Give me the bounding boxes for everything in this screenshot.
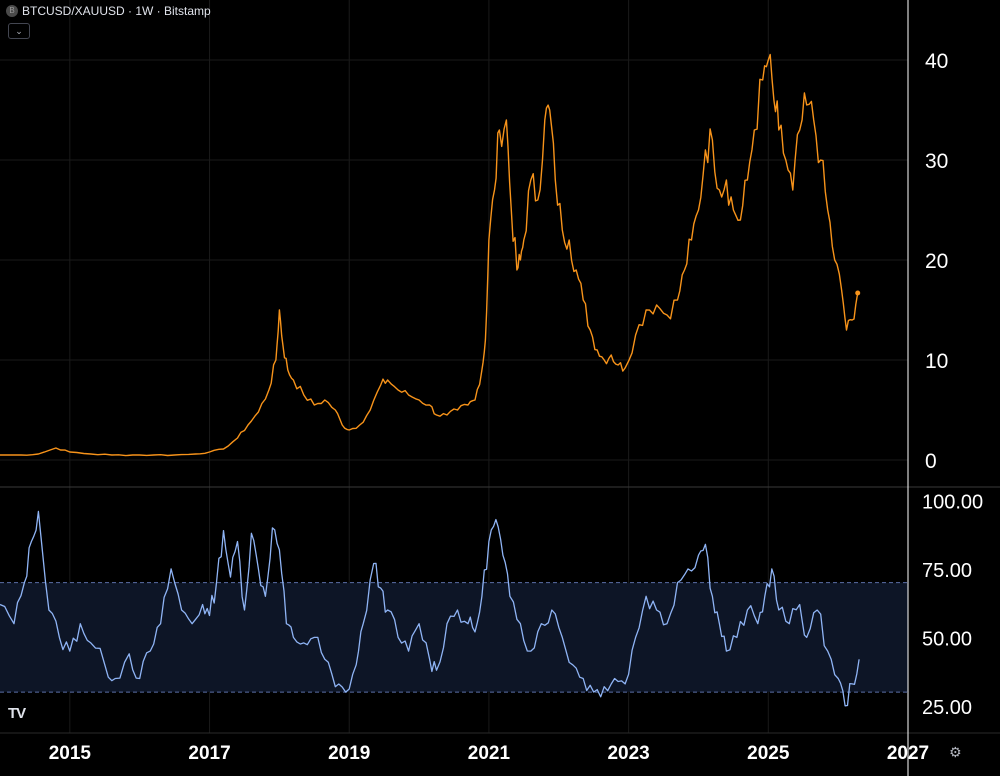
price-last-point[interactable] — [855, 290, 861, 296]
x-tick-label: 2023 — [607, 743, 649, 764]
time-axis[interactable]: 2015 2017 2019 2021 2023 2025 2027 — [49, 743, 929, 764]
price-series-line[interactable] — [0, 53, 859, 457]
rsi-pane[interactable] — [0, 510, 860, 707]
rsi-tick-label: 50.00 — [922, 628, 972, 650]
price-tick-label: 10 — [925, 350, 948, 373]
bitcoin-symbol-icon: B — [6, 5, 18, 17]
x-tick-label: 2021 — [468, 743, 511, 764]
rsi-series-line[interactable] — [0, 510, 860, 707]
chart-title[interactable]: BTCUSD/XAUUSD · 1W · Bitstamp — [22, 4, 211, 18]
price-tick-label: 40 — [925, 50, 948, 73]
price-tick-label: 20 — [925, 250, 948, 273]
chart-header[interactable]: B BTCUSD/XAUUSD · 1W · Bitstamp — [6, 4, 211, 18]
collapse-legend-button[interactable]: ⌄ — [8, 23, 30, 39]
x-tick-label: 2025 — [747, 743, 790, 764]
grid-lines — [0, 0, 909, 733]
tradingview-logo[interactable]: TV — [8, 705, 26, 722]
price-tick-label: 0 — [925, 450, 937, 473]
price-axis[interactable]: 0 10 20 30 40 — [925, 50, 948, 473]
x-tick-label: 2019 — [328, 743, 370, 764]
x-tick-label: 2027 — [887, 743, 929, 764]
rsi-tick-label: 100.00 — [922, 491, 983, 513]
price-tick-label: 30 — [925, 150, 948, 173]
rsi-axis[interactable]: 100.00 75.00 50.00 25.00 — [922, 491, 983, 718]
x-tick-label: 2015 — [49, 743, 92, 764]
settings-gear-icon[interactable]: ⚙ — [949, 744, 962, 760]
rsi-tick-label: 25.00 — [922, 697, 972, 719]
rsi-band-fill — [0, 582, 908, 693]
x-tick-label: 2017 — [188, 743, 230, 764]
rsi-tick-label: 75.00 — [922, 560, 972, 582]
rsi-band — [0, 582, 908, 693]
price-pane[interactable] — [0, 53, 861, 457]
